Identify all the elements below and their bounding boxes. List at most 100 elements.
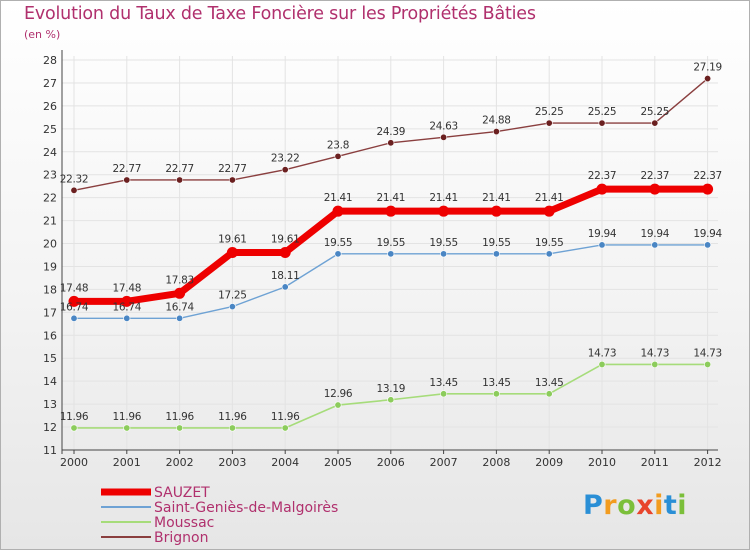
- data-label: 21.41: [535, 192, 564, 204]
- y-tick-label: 28: [43, 54, 57, 67]
- data-label: 27.19: [693, 62, 722, 74]
- data-label: 16.74: [60, 301, 89, 313]
- data-point: [176, 314, 184, 322]
- data-point: [387, 250, 395, 258]
- data-label: 16.74: [113, 301, 142, 313]
- logo-letter: i: [654, 490, 664, 521]
- data-point: [174, 287, 186, 299]
- data-point: [545, 390, 553, 398]
- data-point: [704, 360, 712, 368]
- y-tick-label: 25: [43, 123, 57, 136]
- data-label: 24.88: [482, 115, 511, 127]
- data-point: [490, 205, 502, 217]
- data-label: 21.41: [377, 192, 406, 204]
- data-label: 21.41: [429, 192, 458, 204]
- data-point: [123, 176, 131, 184]
- data-point: [649, 183, 661, 195]
- data-label: 18.11: [271, 270, 300, 282]
- data-point: [545, 119, 553, 127]
- y-tick-label: 12: [43, 421, 57, 434]
- data-point: [228, 303, 236, 311]
- data-label: 21.41: [324, 192, 353, 204]
- x-tick-label: 2012: [694, 456, 722, 469]
- logo-letter: o: [617, 490, 637, 521]
- data-point: [123, 424, 131, 432]
- data-label: 17.25: [218, 290, 247, 302]
- data-point: [334, 250, 342, 258]
- data-label: 22.32: [60, 173, 89, 185]
- y-tick-label: 13: [43, 398, 57, 411]
- data-point: [651, 241, 659, 249]
- logo-letter: x: [636, 490, 655, 521]
- data-label: 13.19: [377, 383, 406, 395]
- data-point: [596, 183, 608, 195]
- data-label: 19.55: [377, 237, 406, 249]
- data-label: 24.63: [429, 120, 458, 132]
- data-point: [704, 241, 712, 249]
- logo-letter: i: [677, 490, 688, 521]
- legend-label: SAUZET: [154, 485, 210, 501]
- data-point: [228, 176, 236, 184]
- x-tick-label: 2006: [377, 456, 405, 469]
- proxiti-logo: Proxiti: [583, 490, 687, 521]
- data-label: 17.83: [165, 274, 194, 286]
- data-label: 22.77: [218, 163, 247, 175]
- data-point: [332, 205, 344, 217]
- data-label: 13.45: [535, 377, 564, 389]
- data-point: [492, 128, 500, 136]
- data-label: 25.25: [535, 106, 564, 118]
- data-point: [440, 250, 448, 258]
- data-label: 11.96: [271, 411, 300, 423]
- data-point: [281, 283, 289, 291]
- data-point: [598, 119, 606, 127]
- y-tick-label: 19: [43, 260, 57, 273]
- x-tick-label: 2009: [535, 456, 563, 469]
- data-label: 19.61: [271, 233, 300, 245]
- y-tick-label: 16: [43, 329, 57, 342]
- data-point: [385, 205, 397, 217]
- data-label: 17.48: [113, 282, 142, 294]
- data-label: 11.96: [165, 411, 194, 423]
- data-point: [387, 396, 395, 404]
- data-label: 23.8: [327, 139, 349, 151]
- y-tick-label: 22: [43, 192, 57, 205]
- data-label: 19.55: [535, 237, 564, 249]
- data-point: [440, 133, 448, 141]
- x-tick-label: 2005: [324, 456, 352, 469]
- data-label: 19.55: [324, 237, 353, 249]
- data-point: [702, 183, 714, 195]
- data-point: [228, 424, 236, 432]
- x-tick-label: 2008: [482, 456, 510, 469]
- data-point: [651, 119, 659, 127]
- data-point: [70, 314, 78, 322]
- data-point: [651, 360, 659, 368]
- data-point: [545, 250, 553, 258]
- data-label: 14.73: [588, 347, 617, 359]
- data-label: 19.55: [429, 237, 458, 249]
- x-tick-label: 2000: [60, 456, 88, 469]
- data-point: [598, 241, 606, 249]
- x-tick-label: 2001: [113, 456, 141, 469]
- data-label: 17.48: [60, 282, 89, 294]
- legend-label: Brignon: [154, 530, 208, 546]
- data-label: 11.96: [113, 411, 142, 423]
- data-label: 22.77: [165, 163, 194, 175]
- data-point: [387, 139, 395, 147]
- data-label: 22.37: [588, 170, 617, 182]
- data-point: [70, 186, 78, 194]
- data-label: 19.94: [588, 228, 617, 240]
- x-tick-label: 2007: [430, 456, 458, 469]
- data-point: [438, 205, 450, 217]
- data-point: [176, 176, 184, 184]
- y-tick-label: 17: [43, 306, 57, 319]
- data-label: 19.94: [641, 228, 670, 240]
- data-point: [543, 205, 555, 217]
- y-tick-label: 24: [43, 146, 57, 159]
- x-tick-label: 2002: [166, 456, 194, 469]
- data-point: [281, 424, 289, 432]
- chart-subtitle: (en %): [24, 28, 61, 41]
- data-point: [123, 314, 131, 322]
- y-tick-label: 18: [43, 283, 57, 296]
